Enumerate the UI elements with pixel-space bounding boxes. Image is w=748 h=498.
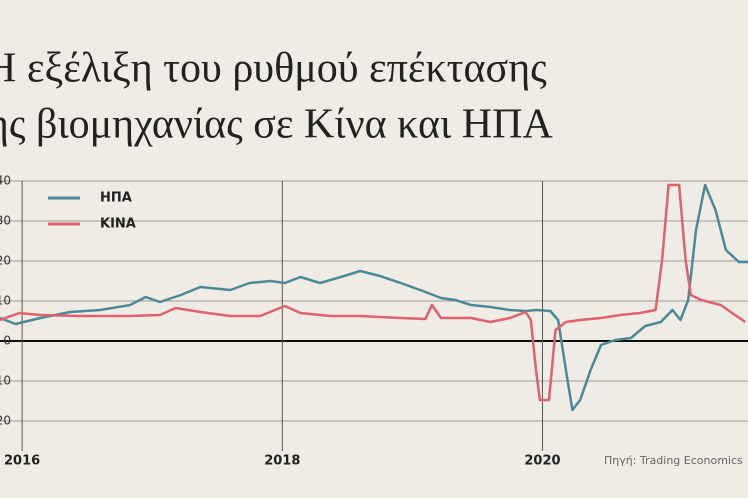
x-tick-label: 2016 bbox=[4, 454, 40, 469]
series-line bbox=[0, 183, 748, 412]
series-line bbox=[0, 183, 747, 402]
chart-title: της βιομηχανίας σε Κίνα και ΗΠΑ bbox=[0, 102, 553, 148]
y-tick-label: 40 bbox=[0, 174, 11, 188]
x-tick-label: 2020 bbox=[524, 454, 560, 469]
y-tick-label: -20 bbox=[0, 414, 11, 428]
legend-label: ΚΙΝΑ bbox=[100, 217, 136, 232]
y-tick-label: 20 bbox=[0, 254, 11, 268]
y-tick-label: -10 bbox=[0, 374, 11, 388]
y-tick-label: 0 bbox=[3, 334, 11, 348]
source: Πηγή: Trading Economics bbox=[604, 454, 743, 467]
y-tick-label: 10 bbox=[0, 294, 11, 308]
y-tick-label: 30 bbox=[0, 214, 11, 228]
legend-label: ΗΠΑ bbox=[100, 191, 132, 206]
x-tick-label: 2018 bbox=[264, 454, 300, 469]
chart-title: Η εξέλιξη του ρυθμού επέκτασης bbox=[0, 46, 547, 92]
